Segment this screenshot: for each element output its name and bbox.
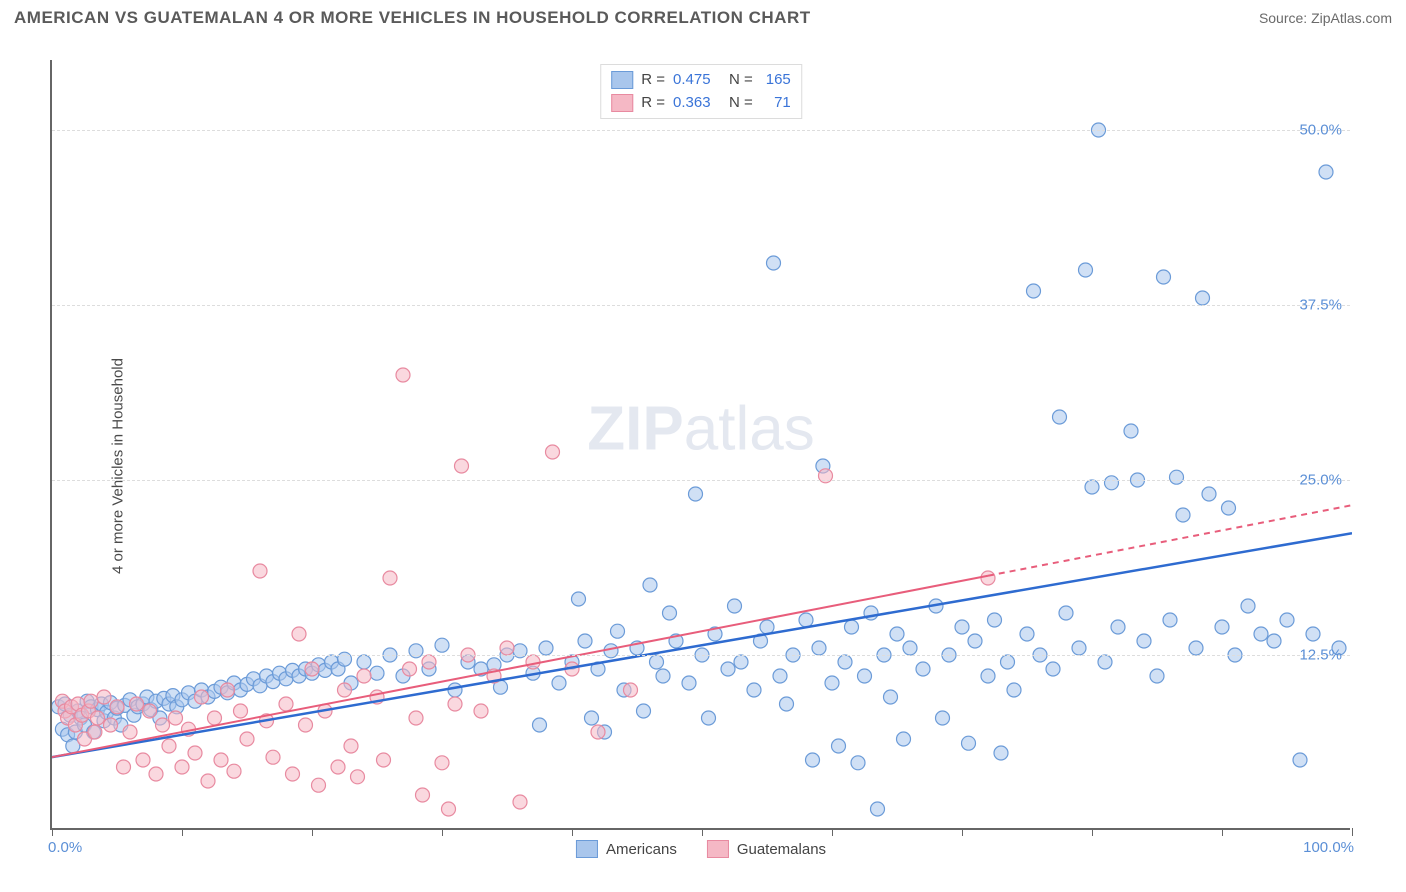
swatch-americans: [611, 71, 633, 89]
correlation-row-americans: R = 0.475 N = 165: [611, 69, 791, 92]
correlation-row-guatemalans: R = 0.363 N = 71: [611, 92, 791, 115]
x-axis-min-label: 0.0%: [48, 839, 82, 856]
n-label: N =: [729, 92, 753, 115]
gridline: [52, 130, 1350, 131]
x-tick: [1352, 828, 1353, 836]
x-tick: [1222, 828, 1223, 836]
correlation-legend: R = 0.475 N = 165 R = 0.363 N = 71: [600, 64, 802, 119]
plot-area: ZIPatlas R = 0.475 N = 165 R = 0.363 N =…: [50, 60, 1350, 830]
x-tick: [182, 828, 183, 836]
x-tick: [312, 828, 313, 836]
series-legend: Americans Guatemalans: [576, 840, 826, 858]
x-tick: [962, 828, 963, 836]
x-axis-max-label: 100.0%: [1303, 839, 1354, 856]
r-value-americans: 0.475: [673, 69, 721, 92]
source-attribution: Source: ZipAtlas.com: [1259, 10, 1392, 26]
swatch-guatemalans: [611, 94, 633, 112]
y-tick-label: 37.5%: [1299, 297, 1342, 314]
swatch-guatemalans: [707, 840, 729, 858]
chart-container: 4 or more Vehicles in Household ZIPatlas…: [0, 40, 1406, 892]
x-tick: [1092, 828, 1093, 836]
y-tick-label: 12.5%: [1299, 647, 1342, 664]
legend-item-guatemalans: Guatemalans: [707, 840, 826, 858]
n-value-guatemalans: 71: [761, 92, 791, 115]
gridline: [52, 305, 1350, 306]
n-label: N =: [729, 69, 753, 92]
legend-label-guatemalans: Guatemalans: [737, 841, 826, 858]
chart-title: AMERICAN VS GUATEMALAN 4 OR MORE VEHICLE…: [14, 8, 811, 28]
r-value-guatemalans: 0.363: [673, 92, 721, 115]
gridline: [52, 480, 1350, 481]
swatch-americans: [576, 840, 598, 858]
x-tick: [702, 828, 703, 836]
legend-item-americans: Americans: [576, 840, 677, 858]
legend-label-americans: Americans: [606, 841, 677, 858]
gridline: [52, 655, 1350, 656]
scatter-svg: [52, 60, 1352, 830]
y-tick-label: 25.0%: [1299, 472, 1342, 489]
r-label: R =: [641, 92, 665, 115]
x-tick: [52, 828, 53, 836]
r-label: R =: [641, 69, 665, 92]
x-tick: [572, 828, 573, 836]
source-name: ZipAtlas.com: [1311, 10, 1392, 26]
x-tick: [832, 828, 833, 836]
x-tick: [442, 828, 443, 836]
n-value-americans: 165: [761, 69, 791, 92]
y-tick-label: 50.0%: [1299, 122, 1342, 139]
source-label: Source:: [1259, 10, 1307, 26]
